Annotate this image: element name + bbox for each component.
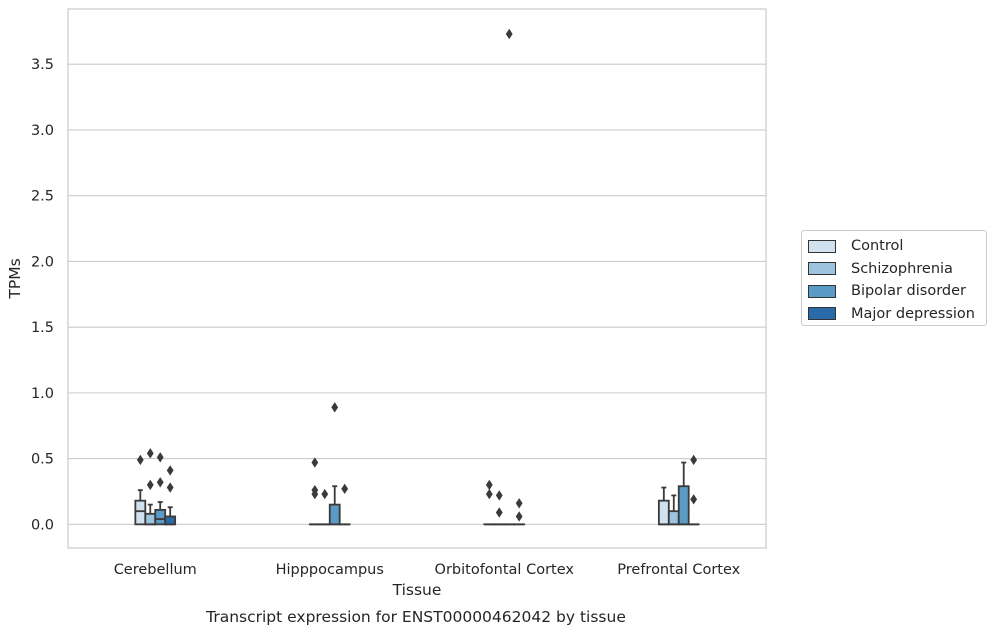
outlier-point xyxy=(311,488,319,500)
legend-swatch xyxy=(808,239,836,253)
outlier-point xyxy=(146,479,154,491)
legend-item: Major depression xyxy=(808,303,986,326)
box-body xyxy=(667,510,680,526)
box-bipolar-disorder xyxy=(677,461,690,526)
gridlines xyxy=(68,63,766,525)
legend-item: Bipolar disorder xyxy=(808,280,986,303)
box-body xyxy=(144,512,157,526)
boxes xyxy=(134,28,700,526)
legend-label: Bipolar disorder xyxy=(851,283,966,300)
box-control xyxy=(657,486,670,526)
box-body xyxy=(134,499,147,526)
outlier-point xyxy=(515,511,523,522)
outlier-point xyxy=(156,452,164,463)
y-axis-label: TPMs xyxy=(6,258,24,299)
y-tick-label: 2.5 xyxy=(31,189,54,205)
chart-caption: Transcript expression for ENST0000046204… xyxy=(205,608,626,626)
legend-item: Control xyxy=(808,235,986,258)
box-body xyxy=(657,499,670,526)
legend-label: Control xyxy=(851,238,904,255)
box-body xyxy=(328,503,341,526)
y-tick-label: 3.5 xyxy=(31,57,54,73)
x-tick-label: Cerebellum xyxy=(114,562,197,578)
y-tick-label: 1.0 xyxy=(31,386,54,402)
box-body xyxy=(154,508,167,526)
box-control xyxy=(134,454,147,526)
outlier-point xyxy=(690,454,698,466)
x-tick-label: Hipppocampus xyxy=(276,562,384,578)
box-schizophrenia xyxy=(667,494,680,526)
box-major-depression xyxy=(687,454,700,526)
outlier-point xyxy=(321,488,329,500)
box-control xyxy=(483,479,496,526)
x-axis-label: Tissue xyxy=(392,581,442,599)
x-tick-label: Orbitofontal Cortex xyxy=(435,562,575,578)
box-control xyxy=(308,457,321,526)
box-major-depression xyxy=(513,498,526,526)
box-schizophrenia xyxy=(493,490,506,526)
outlier-point xyxy=(495,490,503,501)
legend: Control Schizophrenia Bipolar disorder Majo… xyxy=(801,230,987,326)
box-body xyxy=(677,485,690,526)
x-tick-label: Prefrontal Cortex xyxy=(617,562,740,578)
box-major-depression xyxy=(164,465,177,526)
outlier-point xyxy=(311,457,319,468)
outlier-point xyxy=(146,448,154,459)
legend-swatch xyxy=(808,307,836,321)
y-tick-label: 2.0 xyxy=(31,254,54,270)
x-axis-ticks: Cerebellum Hipppocampus Orbitofontal Corte… xyxy=(114,562,741,578)
outlier-point xyxy=(495,507,503,518)
y-tick-label: 0.0 xyxy=(31,517,54,533)
y-tick-label: 0.5 xyxy=(31,452,54,468)
outlier-point xyxy=(485,488,493,500)
legend-label: Major depression xyxy=(851,305,975,322)
legend-swatch xyxy=(808,284,836,298)
box-bipolar-disorder xyxy=(328,402,341,526)
outlier-point xyxy=(341,483,349,495)
outlier-point xyxy=(331,402,339,413)
box-schizophrenia xyxy=(318,488,331,526)
outlier-point xyxy=(136,454,144,466)
box-body xyxy=(164,515,177,526)
box-major-depression xyxy=(338,483,351,526)
y-axis-ticks: 0.0 0.5 1.0 1.5 2.0 2.5 3.0 3.5 xyxy=(31,57,54,533)
legend-item: Schizophrenia xyxy=(808,258,986,281)
y-tick-label: 1.5 xyxy=(31,320,54,336)
outlier-point xyxy=(690,494,698,505)
y-tick-label: 3.0 xyxy=(31,123,54,139)
legend-label: Schizophrenia xyxy=(851,260,953,277)
outlier-point xyxy=(515,498,523,509)
outlier-point xyxy=(156,477,164,488)
outlier-point xyxy=(166,465,174,476)
outlier-point xyxy=(166,482,174,493)
box-schizophrenia xyxy=(144,448,157,526)
box-bipolar-disorder xyxy=(503,28,516,526)
plot-frame xyxy=(67,8,767,549)
legend-swatch xyxy=(808,262,836,276)
outlier-point xyxy=(505,28,513,40)
outlier-point xyxy=(485,479,493,491)
box-bipolar-disorder xyxy=(154,452,167,526)
